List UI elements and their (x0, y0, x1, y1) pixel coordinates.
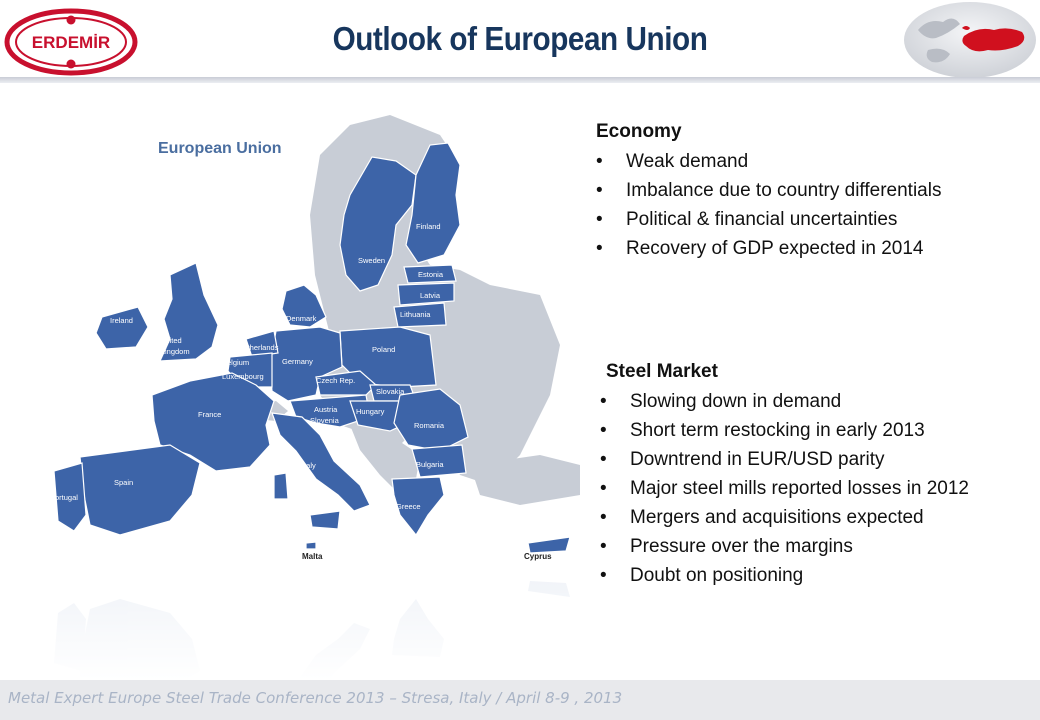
list-item: • Recovery of GDP expected in 2014 (596, 234, 941, 263)
label-austria: Austria (314, 405, 338, 414)
steel-item-text: Doubt on positioning (630, 565, 804, 586)
bullet: • (600, 391, 607, 412)
label-denmark: Denmark (286, 314, 317, 323)
label-greece: Greece (396, 502, 421, 511)
turkey-globe-icon (904, 2, 1036, 78)
turkey-land (470, 455, 580, 505)
bullet: • (600, 507, 607, 528)
label-slovenia: Slovenia (310, 416, 340, 425)
list-item: • Major steel mills reported losses in 20… (600, 474, 969, 503)
steel-item-text: Mergers and acquisitions expected (630, 507, 924, 528)
eu-map-graphic: European Union Finland Sweden Estonia La… (20, 115, 582, 720)
map-country-labels: Finland Sweden Estonia Latvia Lithuania … (50, 222, 552, 561)
erdemir-logo: ERDEMİR (4, 8, 138, 76)
slide-header: ERDEMİR Outlook of European Union (0, 0, 1040, 84)
list-item: • Doubt on positioning (600, 561, 969, 590)
economy-item-text: Political & financial uncertainties (626, 209, 898, 230)
label-uk-1: United (160, 336, 182, 345)
label-luxembourg: Luxembourg (222, 372, 264, 381)
eu-countries (53, 142, 571, 554)
label-sweden: Sweden (358, 256, 385, 265)
list-item: • Political & financial uncertainties (596, 205, 941, 234)
bullet: • (596, 238, 603, 259)
map-title: European Union (158, 140, 282, 157)
label-germany: Germany (282, 357, 313, 366)
slide-footer: Metal Expert Europe Steel Trade Conferen… (0, 680, 1040, 720)
label-malta: Malta (302, 552, 323, 561)
steel-item-text: Slowing down in demand (630, 391, 842, 412)
label-slovakia: Slovakia (376, 387, 405, 396)
label-ireland: Ireland (110, 316, 133, 325)
footer-text: Metal Expert Europe Steel Trade Conferen… (8, 689, 623, 707)
bullet: • (600, 449, 607, 470)
bullet: • (596, 209, 603, 230)
economy-item-text: Recovery of GDP expected in 2014 (626, 238, 924, 259)
list-item: • Pressure over the margins (600, 532, 969, 561)
header-divider (0, 77, 1040, 83)
logo-text: ERDEMİR (32, 33, 110, 52)
steel-market-section: Steel Market • Slowing down in demand • Sh… (600, 361, 969, 590)
economy-heading: Economy (596, 121, 682, 142)
label-cyprus: Cyprus (524, 552, 552, 561)
label-hungary: Hungary (356, 407, 385, 416)
economy-item-text: Weak demand (626, 151, 749, 172)
page-title: Outlook of European Union (332, 20, 708, 57)
label-czech: Czech Rep. (316, 376, 355, 385)
steel-item-text: Short term restocking in early 2013 (630, 420, 925, 441)
label-romania: Romania (414, 421, 445, 430)
steel-item-text: Pressure over the margins (630, 536, 853, 557)
label-estonia: Estonia (418, 270, 444, 279)
label-latvia: Latvia (420, 291, 441, 300)
bullet: • (596, 180, 603, 201)
steel-item-text: Major steel mills reported losses in 201… (630, 478, 969, 499)
label-france: France (198, 410, 221, 419)
label-belgium: Belgium (222, 358, 249, 367)
label-poland: Poland (372, 345, 395, 354)
bullet: • (600, 536, 607, 557)
label-finland: Finland (416, 222, 441, 231)
list-item: • Mergers and acquisitions expected (600, 503, 969, 532)
label-uk-2: Kingdom (160, 347, 190, 356)
list-item: • Downtrend in EUR/USD parity (600, 445, 969, 474)
list-item: • Slowing down in demand (600, 387, 969, 416)
bullet: • (600, 565, 607, 586)
steel-list: • Slowing down in demand • Short term rest… (600, 387, 969, 590)
steel-item-text: Downtrend in EUR/USD parity (630, 449, 885, 470)
economy-item-text: Imbalance due to country differentials (626, 180, 942, 201)
bullet: • (600, 478, 607, 499)
label-bulgaria: Bulgaria (416, 460, 444, 469)
label-portugal: Portugal (50, 493, 78, 502)
list-item: • Short term restocking in early 2013 (600, 416, 969, 445)
bullet: • (596, 151, 603, 172)
list-item: • Weak demand (596, 147, 941, 176)
economy-section: Economy • Weak demand • Imbalance due to c… (596, 121, 941, 263)
label-lithuania: Lithuania (400, 310, 431, 319)
label-spain: Spain (114, 478, 133, 487)
label-netherlands: Netherlands (238, 343, 279, 352)
balkans-land (350, 425, 420, 495)
economy-list: • Weak demand • Imbalance due to country d… (596, 147, 941, 263)
eu-map: European Union Finland Sweden Estonia La… (20, 95, 582, 720)
bullet: • (600, 420, 607, 441)
steel-heading: Steel Market (606, 361, 718, 382)
label-italy: Italy (302, 461, 316, 470)
list-item: • Imbalance due to country differentials (596, 176, 941, 205)
